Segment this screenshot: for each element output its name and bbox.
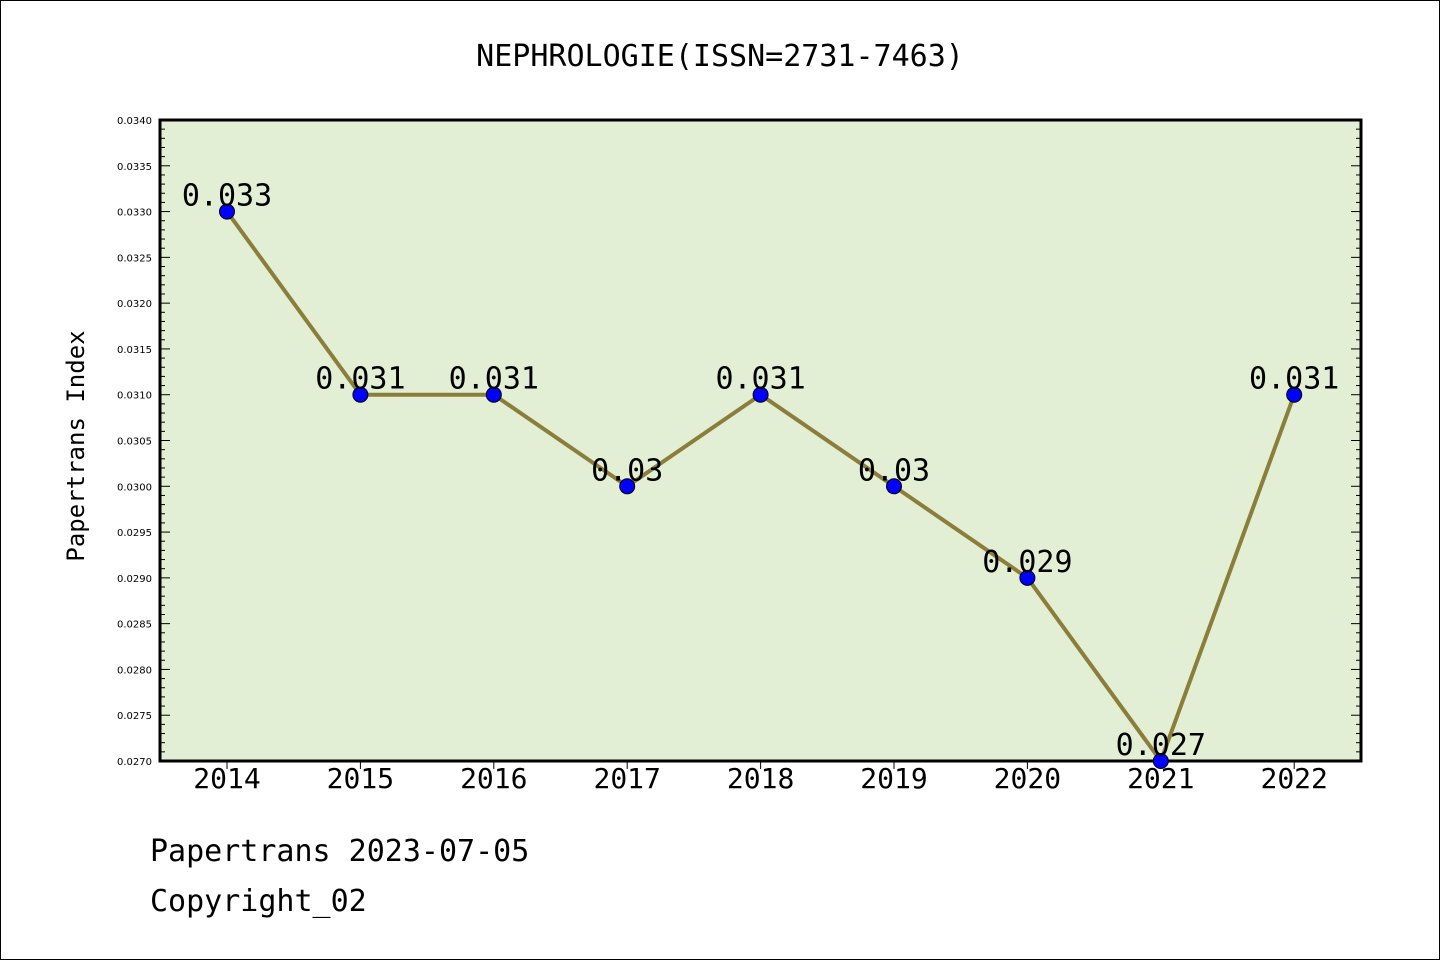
y-tick-label: 0.0325 [117,253,152,264]
y-tick-label: 0.0290 [117,574,152,585]
x-tick-label: 2017 [593,762,660,795]
x-tick-label: 2018 [727,762,794,795]
y-tick-label: 0.0340 [117,116,152,127]
x-tick-label: 2016 [460,762,527,795]
y-tick-label: 0.0275 [117,711,152,722]
y-tick-label: 0.0320 [117,299,152,310]
x-tick-label: 2019 [860,762,927,795]
footer-date: Papertrans 2023-07-05 [150,834,530,869]
data-points [219,203,1303,769]
x-tick-label: 2020 [994,762,1061,795]
data-point [219,203,235,220]
y-axis-label: Papertrans Index [62,330,90,561]
data-label: 0.031 [315,362,405,397]
plot-area [158,118,1363,763]
data-label: 0.03 [858,453,930,488]
data-point [352,386,369,403]
chart-title: NEPHROLOGIE(ISSN=2731-7463) [476,39,964,74]
data-label: 0.031 [715,362,805,397]
y-tick-label: 0.0280 [117,665,152,676]
y-tick-label: 0.0300 [117,482,152,493]
data-label: 0.033 [182,179,272,214]
data-labels: 0.033 0.031 0.031 0.03 0.031 0.03 0.029 0.027 0.… [182,179,1340,763]
data-label: 0.029 [982,545,1072,580]
y-tick-label: 0.0295 [117,528,152,539]
y-tick-label: 0.0330 [117,208,152,219]
data-label: 0.031 [1249,362,1339,397]
y-tick-label: 0.0285 [117,620,152,631]
x-tick-label: 2022 [1260,762,1327,795]
x-tick-label: 2014 [193,762,260,795]
data-point [619,478,636,495]
data-point [1019,569,1036,586]
data-label: 0.03 [591,453,663,488]
data-point [886,478,902,495]
data-label: 0.027 [1116,728,1206,763]
data-point [485,386,502,403]
y-tick-label: 0.0270 [117,757,152,768]
y-tick-label: 0.0335 [117,162,152,173]
y-tick-label: 0.0310 [117,391,152,402]
x-axis: 2014 2015 2016 2017 2018 2019 2020 2021 2022 [193,761,1328,795]
data-label: 0.031 [449,362,539,397]
data-point [1152,753,1169,769]
y-tick-label: 0.0305 [117,437,152,448]
footer-copyright: Copyright_02 [150,884,367,919]
data-point [1286,386,1303,403]
x-tick-label: 2015 [327,762,394,795]
y-axis: 0.0270 0.0275 0.0280 0.0285 0.0290 0.0295 0.03… [117,116,1361,768]
data-point [752,386,769,403]
y-tick-label: 0.0315 [117,345,152,356]
